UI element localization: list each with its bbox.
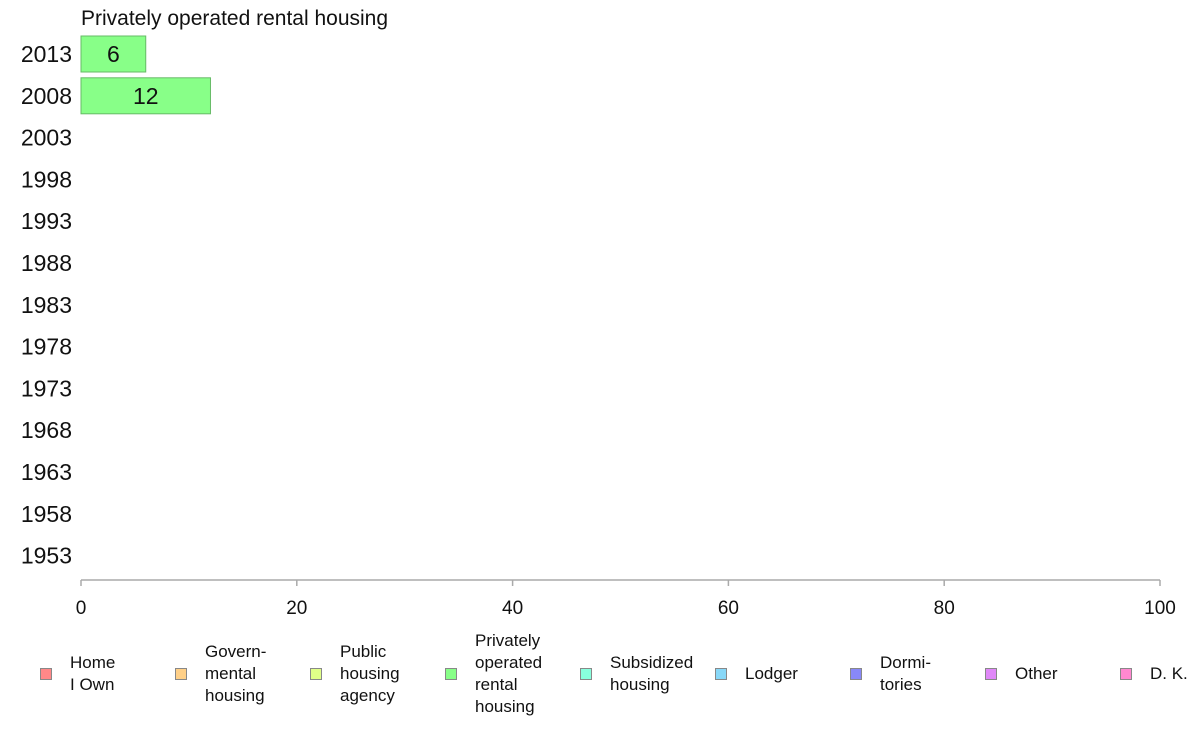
- y-tick-label: 1973: [21, 375, 72, 401]
- legend-item: Privately operated rental housing: [445, 628, 542, 720]
- y-tick-label: 1958: [21, 501, 72, 527]
- legend-item: Dormi- tories: [850, 628, 931, 720]
- legend-swatch: [445, 668, 457, 680]
- y-tick-label: 1968: [21, 417, 72, 443]
- legend-label: Govern- mental housing: [205, 642, 267, 705]
- legend-label: Lodger: [745, 664, 798, 683]
- legend-swatch: [850, 668, 862, 680]
- legend-item: D. K.: [1120, 628, 1188, 720]
- y-tick-label: 2008: [21, 83, 72, 109]
- x-tick-label: 20: [286, 598, 307, 619]
- legend-item: Subsidized housing: [580, 628, 693, 720]
- legend-item: Other: [985, 628, 1058, 720]
- legend: Home I Own Govern- mental housing Public h…: [0, 628, 1188, 728]
- y-tick-label: 1963: [21, 459, 72, 485]
- y-tick-label: 1988: [21, 250, 72, 276]
- x-tick-label: 80: [934, 598, 955, 619]
- y-tick-label: 1978: [21, 334, 72, 360]
- legend-swatch: [985, 668, 997, 680]
- legend-label: Privately operated rental housing: [475, 631, 543, 716]
- legend-label: Home I Own: [70, 653, 116, 694]
- y-tick-label: 1953: [21, 543, 72, 569]
- x-tick-label: 0: [76, 598, 87, 619]
- legend-item: Govern- mental housing: [175, 628, 266, 720]
- legend-label: Other: [1015, 664, 1058, 683]
- chart-title: Privately operated rental housing: [81, 7, 389, 30]
- legend-label: Dormi- tories: [880, 653, 931, 694]
- legend-label: Subsidized housing: [610, 653, 694, 694]
- legend-item: Lodger: [715, 628, 798, 720]
- legend-swatch: [40, 668, 52, 680]
- legend-item: Home I Own: [40, 628, 115, 720]
- bar: [80, 35, 147, 73]
- legend-swatch: [310, 668, 322, 680]
- x-tick-label: 100: [1144, 598, 1176, 619]
- y-tick-label: 2003: [21, 125, 72, 151]
- legend-swatch: [1120, 668, 1132, 680]
- legend-swatch: [175, 668, 187, 680]
- bar: [80, 77, 211, 115]
- y-tick-label: 1983: [21, 292, 72, 318]
- data-label: 12: [133, 83, 159, 109]
- y-tick-label: 1993: [21, 208, 72, 234]
- legend-swatch: [580, 668, 592, 680]
- y-tick-label: 1998: [21, 166, 72, 192]
- x-tick-label: 40: [502, 598, 523, 619]
- data-label: 6: [107, 41, 120, 67]
- y-tick-label: 2013: [21, 41, 72, 67]
- x-tick-label: 60: [718, 598, 739, 619]
- legend-label: Public housing agency: [340, 642, 400, 705]
- legend-item: Public housing agency: [310, 628, 400, 720]
- legend-label: D. K.: [1150, 664, 1188, 683]
- legend-swatch: [715, 668, 727, 680]
